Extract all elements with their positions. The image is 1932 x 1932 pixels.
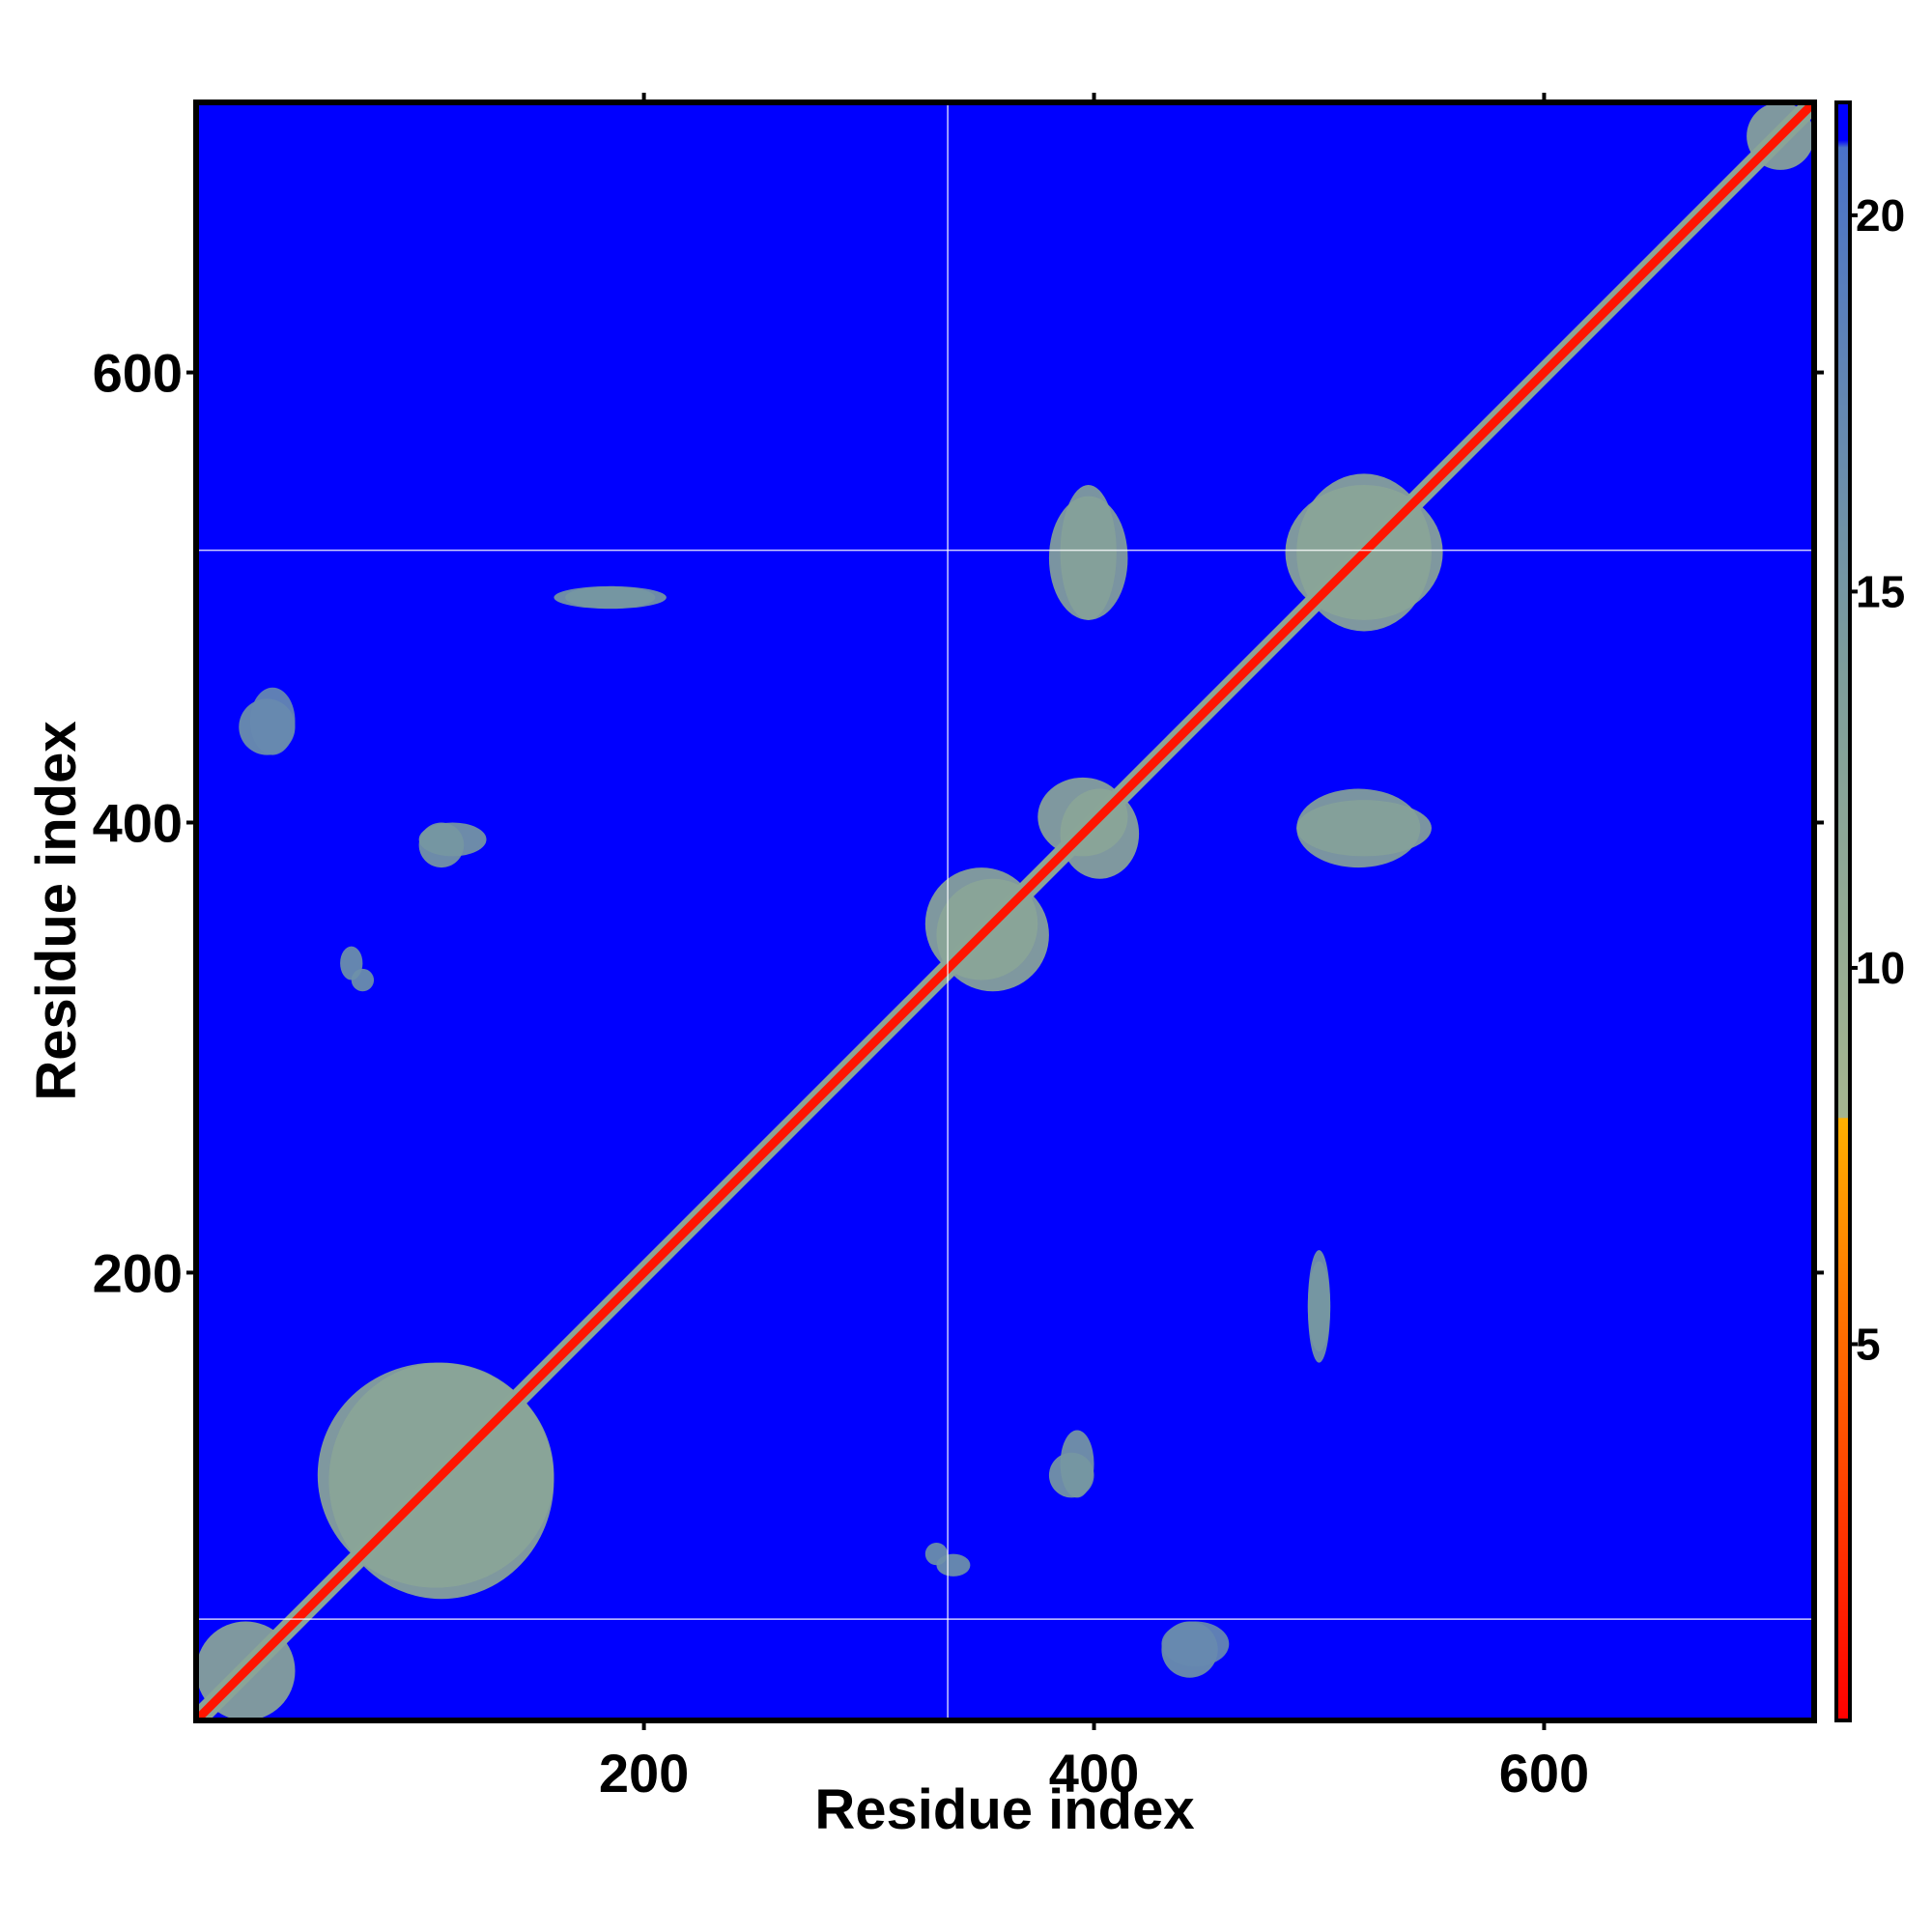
contact-region-10-mirror	[418, 822, 465, 868]
y-axis: 200 400 600	[93, 343, 1824, 1303]
x-tick-label-200: 200	[599, 1743, 689, 1804]
colorbar-tick-label-15: 15	[1856, 566, 1905, 616]
colorbar-frame	[1834, 100, 1852, 1722]
contact-region-6	[1296, 800, 1432, 857]
x-axis: 200 400 600	[599, 93, 1589, 1804]
diagonal-band	[192, 99, 1818, 1724]
x-tick-label-600: 600	[1499, 1743, 1589, 1804]
colorbar-axis: 5 10 15 20	[1850, 190, 1905, 1369]
contact-region-8	[1307, 1250, 1331, 1363]
y-axis-title: Residue index	[25, 721, 88, 1100]
contact-region-14-mirror	[249, 687, 296, 755]
contact-region-6-mirror	[1060, 485, 1117, 620]
contact-region-14	[1161, 1621, 1230, 1667]
contact-region-8-mirror	[554, 585, 667, 610]
x-tick-label-400: 400	[1049, 1743, 1139, 1804]
colorbar-tick-label-5: 5	[1856, 1319, 1881, 1369]
plot-frame	[193, 99, 1817, 1723]
contact-region-13	[351, 968, 375, 992]
y-tick-label-400: 400	[93, 792, 183, 853]
x-axis-title: Residue index	[814, 1778, 1194, 1841]
y-tick-label-200: 200	[93, 1242, 183, 1303]
contact-region-3-mirror	[1060, 788, 1140, 879]
colorbar-tick-label-10: 10	[1856, 943, 1905, 993]
contact-region-10	[1048, 1452, 1094, 1498]
diagonal-core	[192, 99, 1818, 1724]
contact-region-13-mirror	[924, 1542, 949, 1566]
y-tick-label-600: 600	[93, 343, 183, 404]
reference-lines	[196, 102, 1814, 1720]
colorbar	[1836, 102, 1850, 1720]
colorbar-tick-label-20: 20	[1856, 190, 1905, 241]
